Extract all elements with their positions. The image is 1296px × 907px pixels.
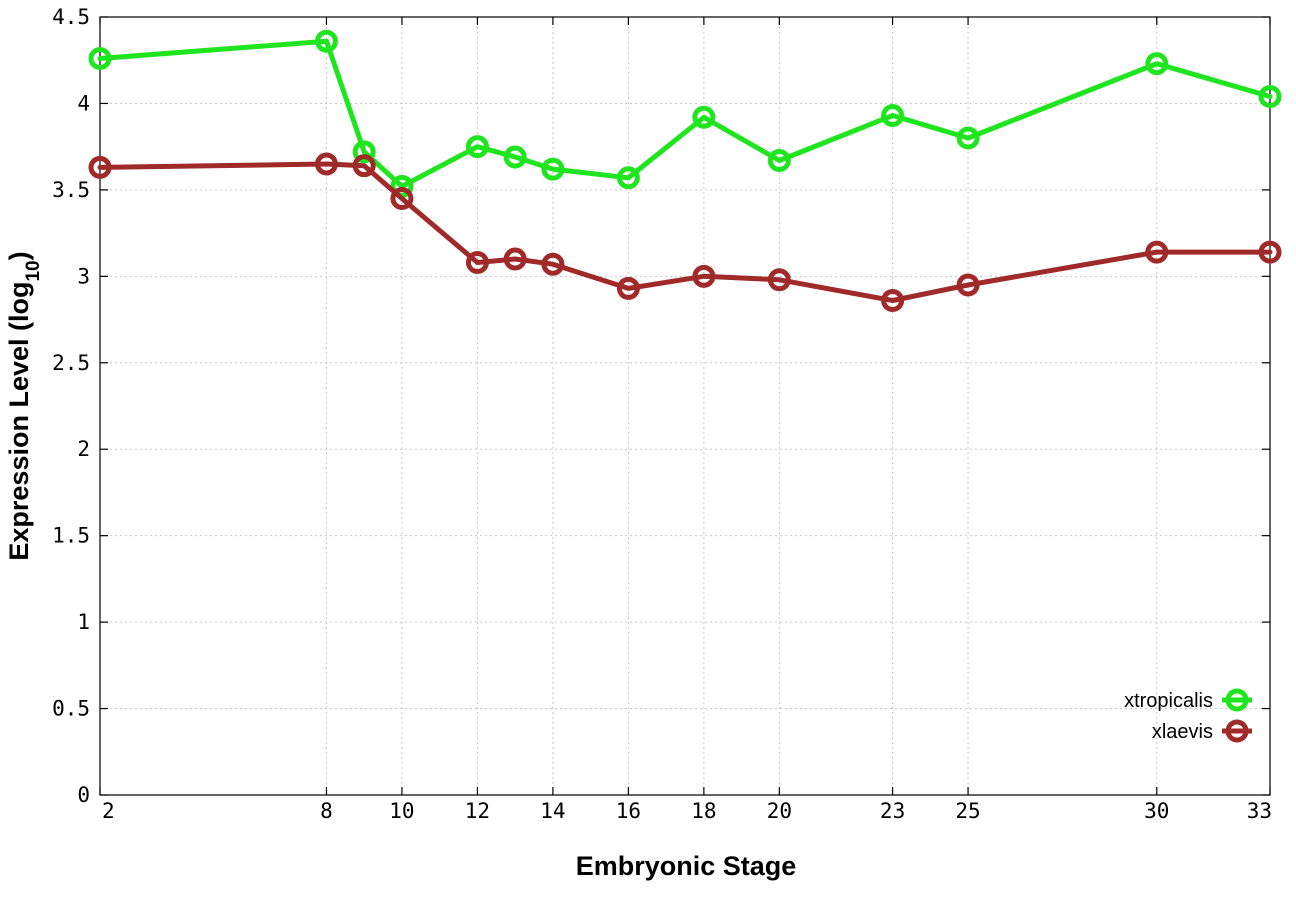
x-tick-label: 2: [102, 799, 115, 823]
x-tick-label: 12: [465, 799, 490, 823]
legend-swatch-marker-xtropicalis: [1225, 688, 1249, 712]
data-point-xlaevis: [503, 247, 527, 271]
x-tick-label: 33: [1247, 799, 1272, 823]
series-lines: [88, 29, 1282, 313]
legend-swatch-marker-xlaevis: [1225, 719, 1249, 743]
series-xtropicalis: [88, 29, 1282, 198]
data-point-xtropicalis: [881, 104, 905, 128]
legend-label-xlaevis: xlaevis: [1152, 721, 1213, 743]
data-point-xtropicalis: [1145, 52, 1169, 76]
x-tick-label: 8: [320, 799, 333, 823]
data-point-xlaevis: [314, 152, 338, 176]
legend-label-xtropicalis: xtropicalis: [1124, 690, 1213, 712]
y-axis-title: Expression Level (log10): [4, 251, 44, 560]
data-point-xtropicalis: [465, 135, 489, 159]
data-point-xtropicalis: [616, 166, 640, 190]
y-tick-label: 1.5: [52, 524, 90, 548]
y-tick-label: 1: [77, 610, 90, 634]
y-axis-title-subscript: 10: [23, 260, 44, 281]
data-point-xtropicalis: [1258, 85, 1282, 109]
data-point-xlaevis: [352, 154, 376, 178]
x-tick-label: 10: [389, 799, 414, 823]
y-tick-label: 2.5: [52, 351, 90, 375]
x-tick-label: 20: [767, 799, 792, 823]
data-point-xlaevis: [616, 276, 640, 300]
y-tick-label: 4.5: [52, 5, 90, 29]
y-axis-title-prefix: Expression Level (log: [4, 282, 34, 561]
legend: xtropicalis xlaevis: [1124, 688, 1252, 743]
data-point-xlaevis: [88, 155, 112, 179]
data-point-xtropicalis: [541, 157, 565, 181]
x-tick-label: 18: [691, 799, 716, 823]
data-point-xtropicalis: [956, 126, 980, 150]
data-point-xlaevis: [881, 289, 905, 313]
y-tick-label: 3.5: [52, 178, 90, 202]
data-point-xtropicalis: [503, 145, 527, 169]
data-point-xlaevis: [767, 268, 791, 292]
y-axis-title-suffix: ): [4, 251, 34, 260]
data-point-xtropicalis: [314, 29, 338, 53]
axis-ticks: 0 0.5 1 1.5 2 2.5 3 3.5 4 4.5 2 8 10 12 14 16 18 20 23 25 30…: [52, 5, 1272, 823]
x-axis-title: Embryonic Stage: [576, 851, 797, 881]
grid-lines: [100, 17, 1270, 795]
x-tick-label: 23: [880, 799, 905, 823]
data-point-xlaevis: [1145, 240, 1169, 264]
data-point-xlaevis: [541, 252, 565, 276]
data-point-xtropicalis: [352, 140, 376, 164]
series-xlaevis: [88, 152, 1282, 313]
y-tick-label: 4: [77, 91, 90, 115]
y-tick-label: 2: [77, 437, 90, 461]
data-point-xlaevis: [465, 251, 489, 275]
x-tick-label: 16: [616, 799, 641, 823]
y-tick-label: 0.5: [52, 697, 90, 721]
data-point-xtropicalis: [767, 148, 791, 172]
data-point-xtropicalis: [88, 46, 112, 70]
data-point-xtropicalis: [692, 105, 716, 129]
data-point-xlaevis: [390, 187, 414, 211]
data-point-xlaevis: [956, 273, 980, 297]
x-tick-label: 25: [955, 799, 980, 823]
data-point-xlaevis: [1258, 240, 1282, 264]
y-tick-label: 3: [77, 264, 90, 288]
x-tick-label: 14: [540, 799, 565, 823]
plot-frame: [99, 16, 1271, 796]
x-tick-label: 30: [1144, 799, 1169, 823]
data-point-xlaevis: [692, 264, 716, 288]
series-line-xlaevis: [97, 161, 1273, 303]
y-tick-label: 0: [77, 783, 90, 807]
